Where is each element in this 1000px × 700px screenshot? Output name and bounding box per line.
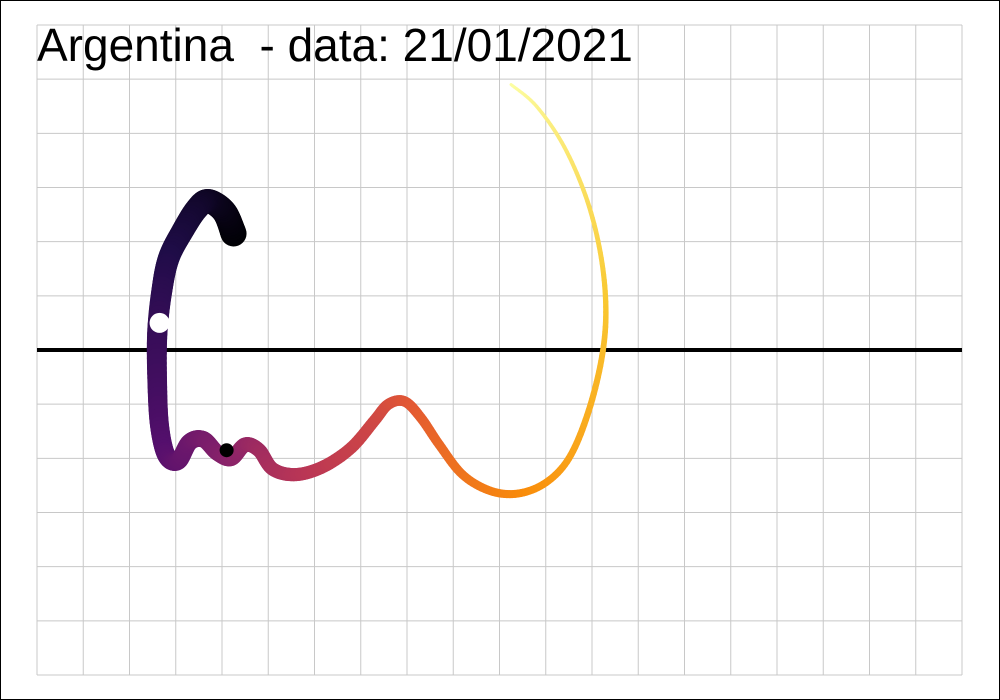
trajectory-line [146,83,609,499]
black-marker [219,443,234,458]
white-marker [149,312,170,333]
chart-title: Argentina - data: 21/01/2021 [37,19,633,71]
trajectory-segment [509,83,515,88]
